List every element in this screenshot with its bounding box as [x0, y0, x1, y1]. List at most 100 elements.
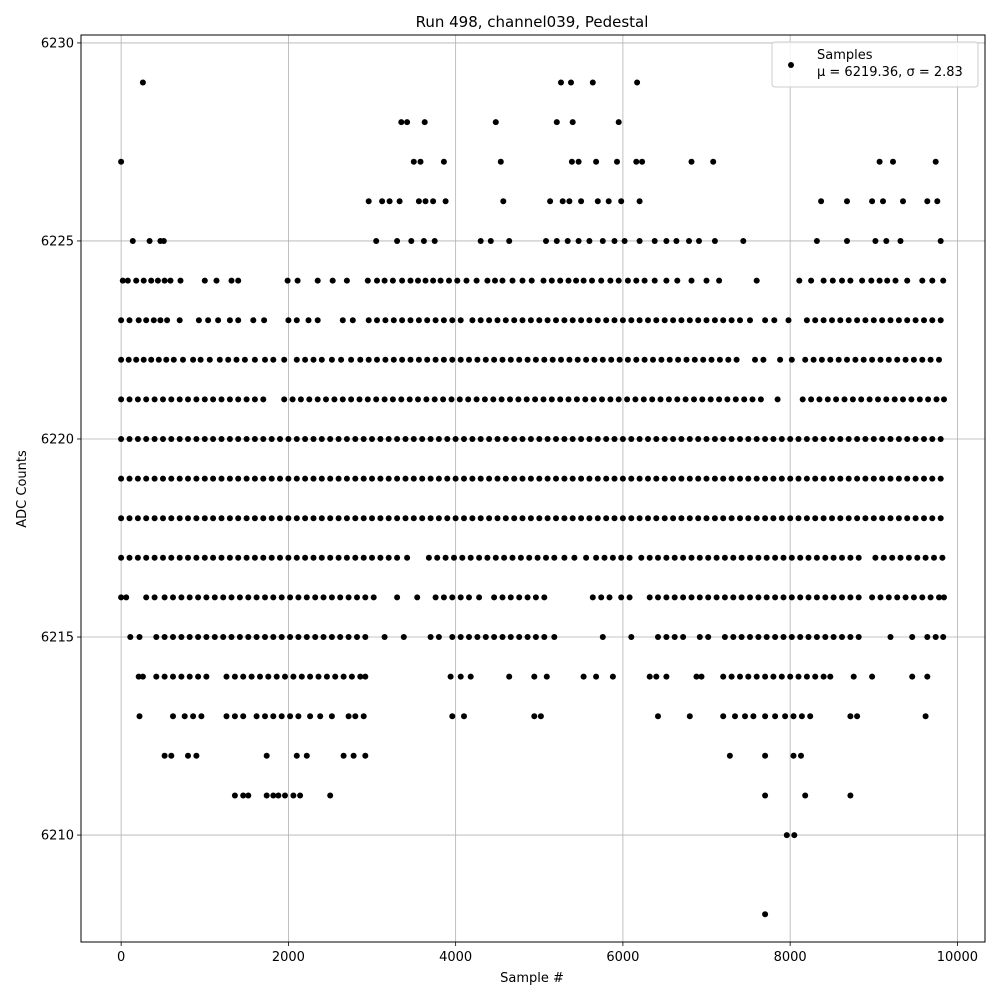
- data-point: [841, 396, 848, 403]
- data-point: [379, 198, 386, 205]
- data-point: [226, 515, 233, 522]
- data-point: [780, 634, 787, 640]
- data-point: [663, 594, 670, 601]
- data-point: [887, 475, 894, 482]
- data-point: [686, 713, 693, 720]
- data-point: [151, 515, 158, 522]
- data-point: [415, 396, 421, 403]
- data-point: [593, 158, 600, 165]
- data-point: [536, 475, 543, 482]
- data-point: [163, 356, 170, 363]
- data-point: [678, 436, 685, 442]
- data-point: [818, 198, 825, 205]
- data-point: [829, 277, 836, 284]
- data-point: [762, 515, 769, 522]
- data-point: [168, 752, 175, 759]
- data-point: [569, 119, 576, 126]
- data-point: [118, 515, 125, 522]
- data-point: [133, 277, 140, 284]
- data-point: [369, 436, 375, 442]
- data-point: [787, 436, 794, 442]
- data-point: [803, 475, 810, 482]
- data-point: [440, 158, 447, 165]
- data-point: [206, 356, 213, 363]
- data-point: [328, 594, 335, 601]
- data-point: [476, 554, 483, 561]
- data-point: [924, 198, 931, 205]
- data-point: [270, 713, 277, 720]
- data-point: [919, 356, 926, 363]
- data-point: [425, 554, 432, 561]
- data-point: [670, 515, 677, 522]
- data-point: [364, 277, 371, 284]
- data-point: [543, 238, 549, 244]
- data-point: [476, 594, 483, 601]
- data-point: [143, 515, 150, 522]
- data-point: [285, 317, 292, 324]
- data-point: [257, 673, 263, 680]
- data-point: [498, 396, 505, 403]
- data-point: [473, 396, 480, 403]
- data-point: [136, 713, 143, 720]
- data-point: [449, 634, 456, 640]
- data-point: [390, 317, 397, 324]
- data-point: [243, 515, 250, 522]
- data-point: [415, 277, 421, 284]
- data-point: [929, 277, 936, 284]
- data-point: [270, 792, 277, 799]
- data-point: [870, 515, 877, 522]
- data-point: [527, 317, 534, 324]
- data-point: [753, 277, 760, 284]
- data-point: [688, 594, 695, 601]
- data-point: [589, 594, 596, 601]
- data-point: [720, 475, 727, 482]
- data-point: [519, 277, 526, 284]
- data-point: [795, 436, 802, 442]
- data-point: [803, 436, 810, 442]
- data-point: [598, 277, 605, 284]
- data-point: [408, 238, 415, 244]
- data-point: [365, 198, 372, 205]
- data-point: [924, 634, 931, 640]
- data-point: [467, 554, 474, 561]
- data-point: [382, 317, 389, 324]
- data-point: [837, 475, 844, 482]
- data-point: [343, 515, 350, 522]
- data-point: [203, 634, 210, 640]
- data-point: [362, 673, 369, 680]
- data-point: [285, 554, 292, 561]
- data-point: [415, 317, 422, 324]
- data-point: [270, 594, 277, 601]
- data-point: [638, 554, 645, 561]
- data-point: [603, 436, 610, 442]
- data-point: [407, 356, 414, 363]
- data-point: [127, 634, 134, 640]
- data-point: [193, 396, 200, 403]
- data-point: [310, 436, 317, 442]
- data-point: [683, 356, 690, 363]
- data-point: [297, 396, 304, 403]
- data-point: [921, 317, 927, 324]
- data-point: [176, 436, 183, 442]
- data-point: [331, 396, 338, 403]
- y-tick-label: 6210: [41, 829, 74, 844]
- data-point: [373, 238, 380, 244]
- data-point: [636, 515, 643, 522]
- data-point: [278, 634, 285, 640]
- data-point: [474, 356, 481, 363]
- data-point: [737, 317, 743, 324]
- data-point: [442, 198, 449, 205]
- data-point: [616, 356, 623, 363]
- data-point: [312, 634, 319, 640]
- data-point: [235, 396, 242, 403]
- data-point: [404, 554, 411, 561]
- data-point: [435, 436, 442, 442]
- data-point: [434, 554, 441, 561]
- data-point: [855, 594, 862, 601]
- data-point: [125, 356, 132, 363]
- data-point: [594, 317, 601, 324]
- data-point: [374, 277, 380, 284]
- data-point: [118, 356, 125, 363]
- data-point: [726, 752, 733, 759]
